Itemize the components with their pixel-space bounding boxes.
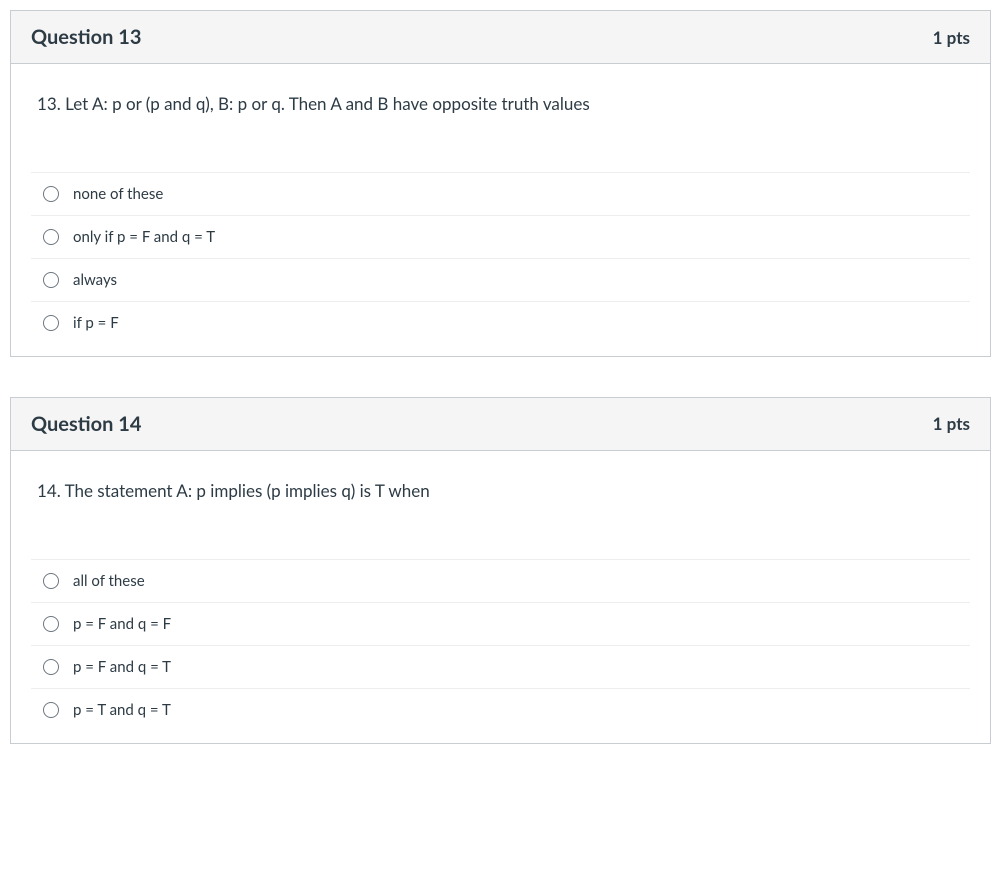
question-header: Question 14 1 pts [11, 398, 990, 451]
question-title: Question 14 [31, 412, 141, 436]
question-text: 14. The statement A: p implies (p implie… [31, 479, 970, 531]
answer-label[interactable]: always [73, 271, 117, 289]
radio-icon[interactable] [43, 315, 59, 331]
answer-option[interactable]: p = F and q = F [31, 602, 970, 645]
answer-label[interactable]: only if p = F and q = T [73, 228, 215, 246]
radio-icon[interactable] [43, 272, 59, 288]
question-body: 14. The statement A: p implies (p implie… [11, 451, 990, 743]
answer-label[interactable]: if p = F [73, 314, 119, 332]
answer-list: none of these only if p = F and q = T al… [31, 172, 970, 336]
radio-icon[interactable] [43, 659, 59, 675]
answer-option[interactable]: only if p = F and q = T [31, 215, 970, 258]
radio-icon[interactable] [43, 573, 59, 589]
question-title: Question 13 [31, 25, 141, 49]
radio-icon[interactable] [43, 186, 59, 202]
answer-option[interactable]: p = T and q = T [31, 688, 970, 723]
question-body: 13. Let A: p or (p and q), B: p or q. Th… [11, 64, 990, 356]
answer-option[interactable]: all of these [31, 559, 970, 602]
answer-option[interactable]: if p = F [31, 301, 970, 336]
answer-option[interactable]: p = F and q = T [31, 645, 970, 688]
question-card: Question 14 1 pts 14. The statement A: p… [10, 397, 991, 744]
question-card: Question 13 1 pts 13. Let A: p or (p and… [10, 10, 991, 357]
answer-option[interactable]: always [31, 258, 970, 301]
radio-icon[interactable] [43, 229, 59, 245]
question-header: Question 13 1 pts [11, 11, 990, 64]
answer-label[interactable]: p = F and q = T [73, 658, 171, 676]
answer-label[interactable]: p = T and q = T [73, 701, 171, 719]
question-points: 1 pts [933, 27, 970, 48]
radio-icon[interactable] [43, 702, 59, 718]
answer-option[interactable]: none of these [31, 172, 970, 215]
question-points: 1 pts [933, 413, 970, 434]
answer-label[interactable]: all of these [73, 572, 145, 590]
answer-list: all of these p = F and q = F p = F and q… [31, 559, 970, 723]
answer-label[interactable]: p = F and q = F [73, 615, 171, 633]
question-text: 13. Let A: p or (p and q), B: p or q. Th… [31, 92, 970, 144]
radio-icon[interactable] [43, 616, 59, 632]
answer-label[interactable]: none of these [73, 185, 163, 203]
